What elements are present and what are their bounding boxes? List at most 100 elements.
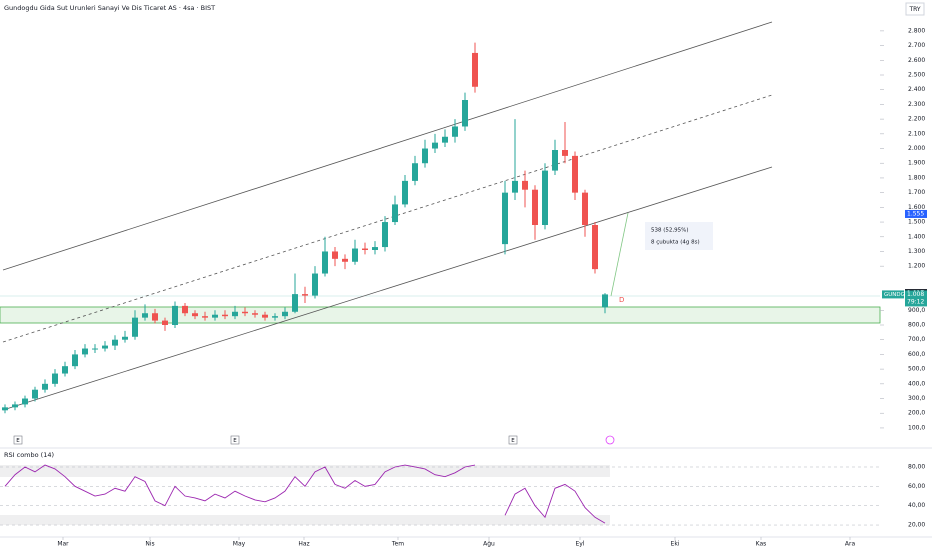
candle-body bbox=[52, 373, 58, 384]
y-tick-label: 1.200 bbox=[908, 263, 925, 270]
candle-body bbox=[252, 313, 258, 315]
candle-body bbox=[342, 258, 348, 262]
candle-body bbox=[232, 311, 238, 317]
y-tick-label: 2.700 bbox=[908, 42, 925, 49]
measure-box bbox=[645, 222, 713, 250]
price-marker-label: 1.555 bbox=[907, 210, 924, 217]
y-tick-label: 80,00 bbox=[908, 463, 925, 470]
y-tick-label: 2.400 bbox=[908, 86, 925, 93]
candle-body bbox=[472, 52, 478, 87]
candle-body bbox=[152, 313, 158, 321]
candle-body bbox=[272, 316, 278, 318]
trend-middle bbox=[2, 94, 773, 343]
candle-body bbox=[32, 389, 38, 399]
candle-body bbox=[602, 294, 608, 308]
candle-body bbox=[282, 311, 288, 317]
candle-body bbox=[192, 313, 198, 317]
candle-body bbox=[392, 204, 398, 223]
y-tick-label: 2.300 bbox=[908, 101, 925, 108]
candle-body bbox=[302, 294, 308, 296]
currency-box bbox=[905, 2, 925, 16]
y-tick-label: 60,00 bbox=[908, 483, 925, 490]
trend-lower bbox=[2, 166, 773, 411]
candle-body bbox=[512, 180, 518, 193]
price-marker bbox=[905, 290, 927, 307]
symbol-tag bbox=[882, 290, 904, 299]
candle-body bbox=[242, 311, 248, 314]
y-tick-label: 800,0 bbox=[908, 322, 925, 329]
y-tick-label: 2.200 bbox=[908, 116, 925, 123]
candle-body bbox=[442, 136, 448, 143]
y-tick-label: 400,0 bbox=[908, 380, 925, 387]
x-tick-label: Eyl bbox=[575, 541, 584, 548]
candle-body bbox=[372, 247, 378, 250]
candle-body bbox=[552, 150, 558, 171]
event-box bbox=[13, 435, 23, 445]
measure-bars: 8 çubukta (4g 8s) bbox=[651, 240, 700, 246]
y-tick-label: 2.000 bbox=[908, 145, 925, 152]
y-tick-label: 300,0 bbox=[908, 395, 925, 402]
x-tick-label: Ara bbox=[845, 541, 856, 548]
candle-body bbox=[172, 305, 178, 325]
price-countdown: 79:12 bbox=[907, 298, 924, 305]
event: E bbox=[16, 438, 20, 444]
x-tick-label: May bbox=[233, 541, 246, 548]
y-tick-label: 1.500 bbox=[908, 219, 925, 226]
y-tick-label: 2.600 bbox=[908, 57, 925, 64]
candle-body bbox=[462, 100, 468, 127]
candle-body bbox=[402, 180, 408, 205]
dividend-icon bbox=[605, 435, 615, 445]
price-marker-label: 1.008 bbox=[907, 291, 924, 298]
candle-body bbox=[222, 314, 228, 317]
symbol-name: GUNDG bbox=[884, 292, 905, 298]
candle-body bbox=[572, 155, 578, 193]
y-tick-label: 2.500 bbox=[908, 72, 925, 79]
candle-body bbox=[42, 383, 48, 390]
rsi-band bbox=[0, 465, 610, 477]
y-tick-label: 1.600 bbox=[908, 204, 925, 211]
y-tick-label: 900,0 bbox=[908, 307, 925, 314]
candle-body bbox=[532, 189, 538, 225]
candle-body bbox=[162, 320, 168, 325]
candle-body bbox=[202, 316, 208, 318]
candle-body bbox=[382, 222, 388, 248]
rsi-band bbox=[0, 515, 610, 525]
event: E bbox=[511, 438, 515, 444]
y-tick-label: 100,0 bbox=[908, 424, 925, 431]
x-tick-label: Ağu bbox=[483, 541, 495, 548]
candle-body bbox=[212, 314, 218, 318]
candle-body bbox=[2, 407, 8, 411]
y-tick-label: 20,00 bbox=[908, 522, 925, 529]
y-tick-label: 1.700 bbox=[908, 189, 925, 196]
y-tick-label: 40,00 bbox=[908, 502, 925, 509]
measure-change: 538 (52,95%) bbox=[651, 228, 689, 234]
rsi-line bbox=[504, 483, 606, 524]
candle-body bbox=[362, 248, 368, 250]
y-tick-label: 700,0 bbox=[908, 336, 925, 343]
zone bbox=[0, 306, 881, 324]
y-tick-label: 1.400 bbox=[908, 233, 925, 240]
candle-body bbox=[542, 170, 548, 225]
candle-body bbox=[292, 294, 298, 312]
candle-body bbox=[352, 248, 358, 262]
candle-body bbox=[132, 317, 138, 337]
measure-line bbox=[610, 212, 629, 297]
y-tick-label: 1.300 bbox=[908, 248, 925, 255]
x-tick-label: Haz bbox=[298, 541, 309, 548]
candle-body bbox=[412, 163, 418, 181]
x-tick-label: Eki bbox=[671, 541, 680, 548]
rsi-title: RSI combo (14) bbox=[4, 451, 54, 459]
x-tick-label: Tem bbox=[391, 541, 404, 548]
x-tick-label: Nis bbox=[145, 541, 154, 548]
chart-title: Gundogdu Gida Sut Urunleri Sanayi Ve Dis… bbox=[4, 4, 215, 12]
y-tick-label: 200,0 bbox=[908, 410, 925, 417]
event-box bbox=[230, 435, 240, 445]
candle-body bbox=[112, 339, 118, 346]
candle-body bbox=[72, 354, 78, 367]
candle-body bbox=[502, 192, 508, 245]
candle-body bbox=[262, 314, 268, 318]
x-tick-label: Mar bbox=[57, 541, 69, 548]
candle-body bbox=[22, 398, 28, 405]
candle-body bbox=[142, 313, 148, 318]
